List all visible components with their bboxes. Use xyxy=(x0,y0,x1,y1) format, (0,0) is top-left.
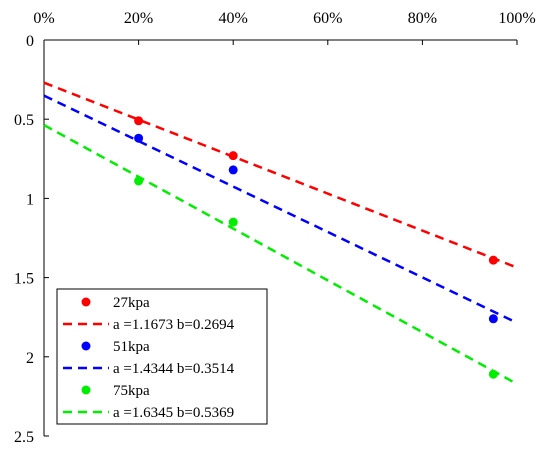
y-tick-label: 0.5 xyxy=(14,112,34,129)
legend-label-27kpa: 27kpa xyxy=(113,295,150,311)
legend-box xyxy=(56,288,268,425)
y-tick-label: 2.5 xyxy=(14,429,34,446)
legend-marker-27kpa xyxy=(81,297,91,307)
x-tick-label: 20% xyxy=(124,10,153,27)
legend-marker-51kpa xyxy=(81,341,91,351)
data-point-75kpa xyxy=(488,369,498,379)
legend-label-51kpa: 51kpa xyxy=(113,339,150,355)
data-points xyxy=(134,116,498,379)
legend: 27kpa a =1.1673 b=0.2694 51kpa a =1.4344 b=… xyxy=(56,288,268,425)
y-axis: 0 0.5 1 1.5 2 2.5 xyxy=(14,33,49,446)
x-tick-label: 60% xyxy=(313,10,342,27)
legend-fit-label-75kpa: a =1.6345 b=0.5369 xyxy=(113,405,234,421)
y-tick-label: 1.5 xyxy=(14,271,34,288)
legend-marker-75kpa xyxy=(81,385,91,395)
x-tick-label: 0% xyxy=(33,10,54,27)
data-point-27kpa xyxy=(488,255,498,265)
legend-fit-label-27kpa: a =1.1673 b=0.2694 xyxy=(113,317,235,333)
x-tick-label: 80% xyxy=(408,10,437,27)
data-point-51kpa xyxy=(134,133,144,143)
data-point-75kpa xyxy=(228,217,238,227)
y-tick-label: 2 xyxy=(26,350,34,367)
fit-line-27kpa xyxy=(43,81,518,269)
data-point-75kpa xyxy=(134,176,144,186)
x-axis: 0% 20% 40% 60% 80% 100% xyxy=(33,10,536,45)
x-tick-label: 100% xyxy=(498,10,535,27)
data-point-27kpa xyxy=(228,151,238,161)
plot-frame xyxy=(43,39,517,436)
y-tick-label: 0 xyxy=(26,33,34,50)
fit-line-51kpa xyxy=(43,94,518,324)
data-point-51kpa xyxy=(488,314,498,324)
legend-fit-label-51kpa: a =1.4344 b=0.3514 xyxy=(113,361,235,377)
y-tick-label: 1 xyxy=(26,191,34,208)
fit-lines xyxy=(43,81,518,386)
data-point-27kpa xyxy=(134,116,144,126)
legend-label-75kpa: 75kpa xyxy=(113,383,150,399)
data-point-51kpa xyxy=(228,165,238,175)
x-tick-label: 40% xyxy=(219,10,248,27)
